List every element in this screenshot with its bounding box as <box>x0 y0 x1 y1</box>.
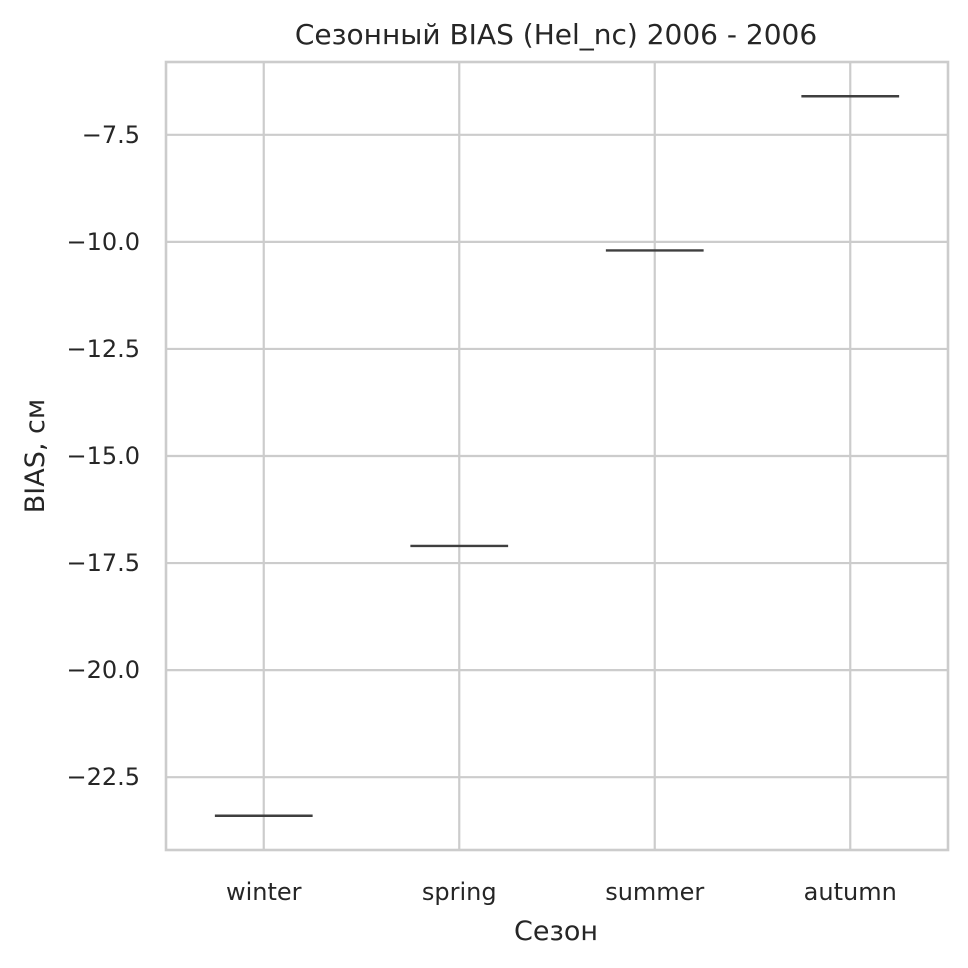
x-tick-label: winter <box>226 878 302 906</box>
y-tick-label: −20.0 <box>66 656 140 684</box>
x-tick-labels: winter spring summer autumn <box>226 878 897 906</box>
y-tick-label: −12.5 <box>66 335 140 363</box>
y-tick-labels: −22.5 −20.0 −17.5 −15.0 −12.5 −10.0 −7.5 <box>66 121 140 791</box>
y-tick-label: −15.0 <box>66 442 140 470</box>
y-tick-label: −10.0 <box>66 228 140 256</box>
x-tick-label: spring <box>422 878 497 906</box>
x-tick-label: summer <box>605 878 704 906</box>
grid-layer <box>166 62 948 850</box>
marks-layer <box>214 95 900 817</box>
y-tick-label: −7.5 <box>82 121 140 149</box>
plot-frame <box>164 60 950 852</box>
y-tick-label: −22.5 <box>66 763 140 791</box>
x-tick-label: autumn <box>804 878 897 906</box>
x-axis-label: Сезон <box>514 916 598 947</box>
y-tick-label: −17.5 <box>66 549 140 577</box>
chart-title: Сезонный BIAS (Hel_nc) 2006 - 2006 <box>295 18 817 51</box>
y-axis-label: BIAS, см <box>20 399 51 513</box>
